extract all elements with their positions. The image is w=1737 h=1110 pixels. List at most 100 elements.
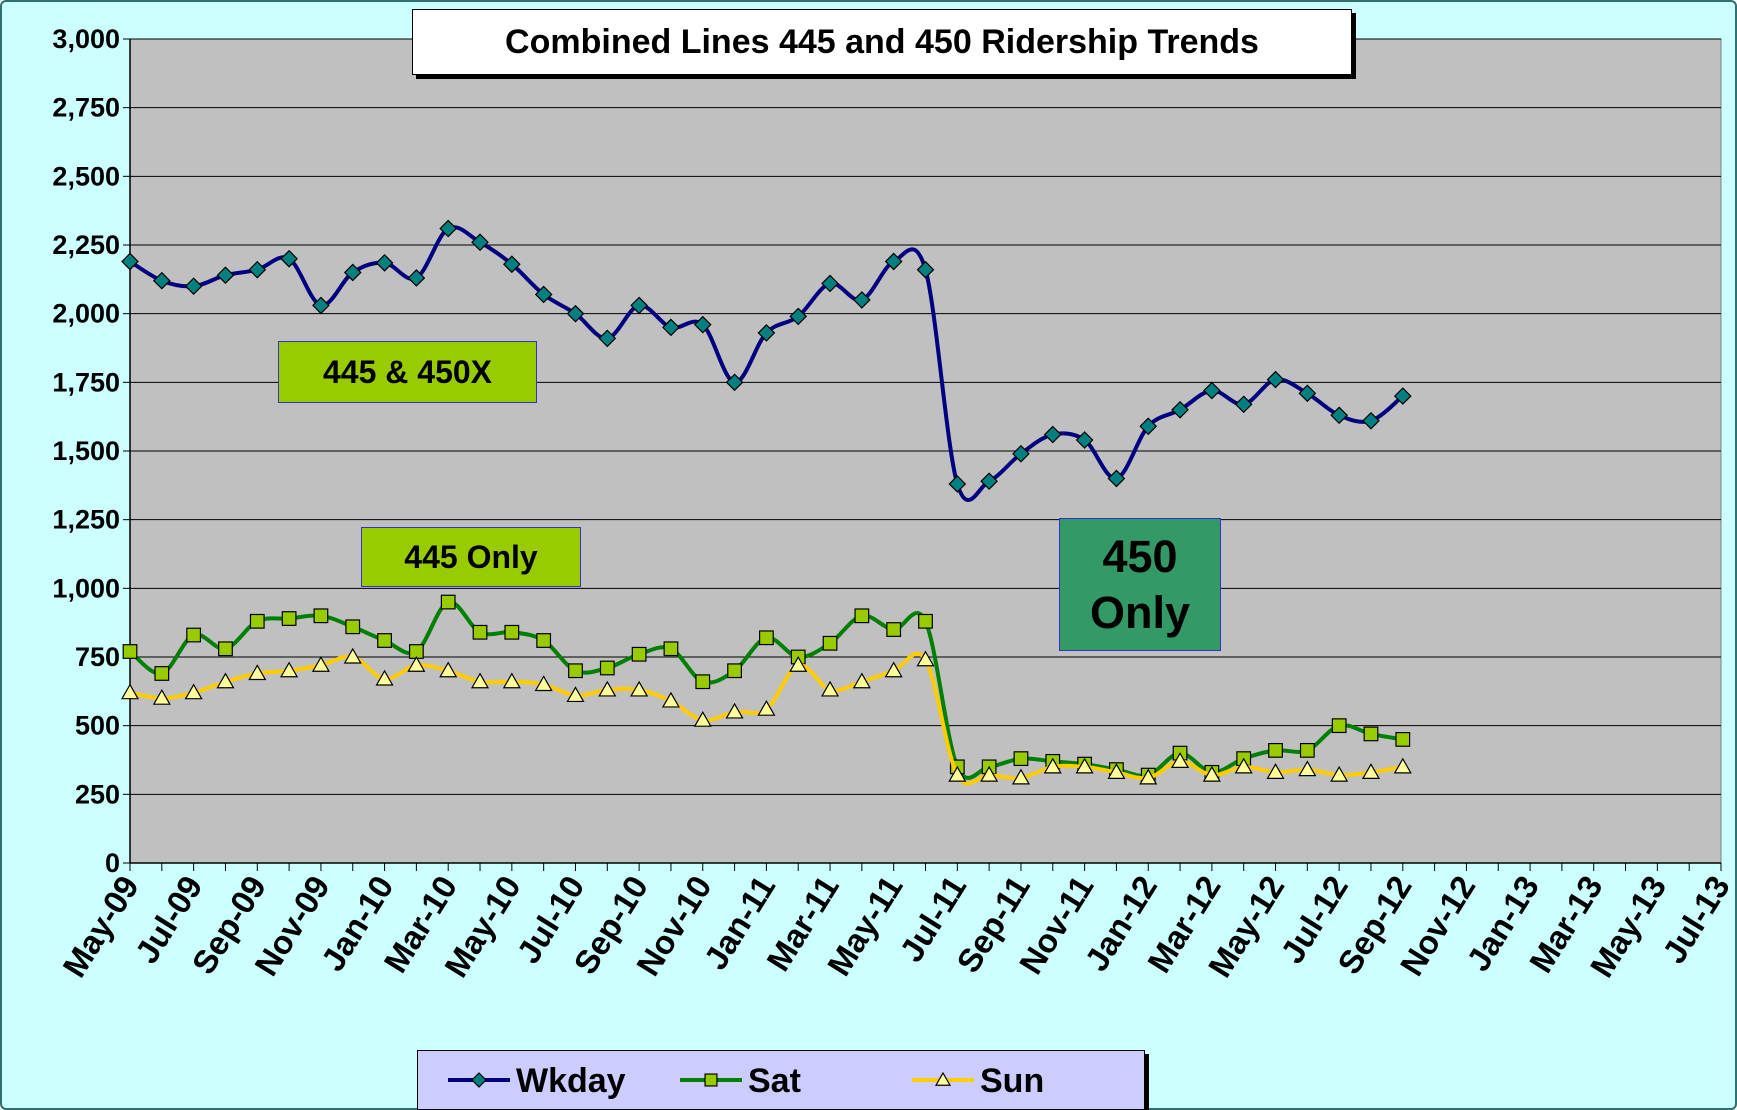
marker bbox=[1202, 765, 1221, 782]
marker bbox=[821, 680, 840, 697]
marker bbox=[1107, 763, 1126, 779]
x-tick-label: May-09 bbox=[55, 869, 146, 983]
marker bbox=[822, 635, 838, 651]
legend-marker bbox=[934, 1071, 952, 1086]
marker bbox=[122, 644, 138, 659]
marker bbox=[758, 630, 774, 646]
marker bbox=[980, 765, 999, 782]
y-tick-label: 750 bbox=[75, 642, 120, 672]
marker bbox=[249, 613, 265, 629]
marker bbox=[407, 656, 426, 672]
y-tick-label: 2,500 bbox=[52, 161, 120, 191]
marker bbox=[918, 613, 933, 629]
marker bbox=[1043, 425, 1062, 444]
marker bbox=[727, 663, 742, 679]
marker bbox=[1234, 757, 1253, 774]
marker bbox=[663, 641, 679, 657]
marker bbox=[1139, 768, 1158, 785]
legend-marker bbox=[471, 1072, 487, 1088]
marker bbox=[502, 255, 521, 274]
marker bbox=[280, 661, 299, 678]
marker bbox=[152, 271, 171, 290]
marker bbox=[154, 666, 170, 681]
y-tick-label: 500 bbox=[75, 711, 120, 741]
marker bbox=[598, 329, 617, 348]
marker bbox=[1012, 444, 1030, 463]
marker bbox=[821, 274, 839, 293]
marker bbox=[916, 260, 935, 279]
marker bbox=[534, 285, 553, 304]
annotation: 450 Only bbox=[1059, 518, 1221, 651]
marker bbox=[377, 633, 392, 648]
marker bbox=[757, 699, 776, 716]
marker bbox=[184, 277, 203, 296]
marker bbox=[1363, 726, 1379, 742]
marker bbox=[407, 269, 426, 287]
marker bbox=[1075, 431, 1094, 449]
marker bbox=[281, 611, 297, 626]
y-tick-label: 1,250 bbox=[52, 505, 120, 535]
marker bbox=[1395, 731, 1411, 747]
marker bbox=[280, 249, 298, 268]
marker bbox=[980, 472, 998, 491]
legend-items: Wkday Sat Sun bbox=[448, 1062, 1044, 1100]
marker bbox=[470, 672, 490, 689]
marker bbox=[534, 675, 553, 692]
marker bbox=[1330, 765, 1349, 782]
marker bbox=[1011, 768, 1030, 785]
annotation: 445 Only bbox=[361, 527, 581, 587]
marker bbox=[1139, 417, 1158, 436]
marker bbox=[1331, 718, 1347, 734]
marker bbox=[440, 594, 456, 610]
marker bbox=[216, 266, 235, 285]
marker bbox=[152, 688, 171, 705]
marker bbox=[661, 691, 680, 708]
marker bbox=[948, 765, 967, 782]
marker bbox=[1330, 406, 1349, 425]
marker bbox=[1299, 742, 1315, 758]
marker bbox=[757, 324, 776, 342]
y-tick-label: 2,750 bbox=[52, 93, 120, 123]
marker bbox=[471, 233, 489, 252]
marker bbox=[472, 624, 488, 640]
marker bbox=[184, 683, 203, 700]
marker bbox=[375, 669, 394, 686]
x-tick-label: Jul-13 bbox=[1655, 869, 1737, 969]
marker bbox=[566, 686, 585, 703]
legend-label: Sat bbox=[748, 1062, 801, 1100]
marker bbox=[121, 252, 139, 271]
marker bbox=[695, 674, 711, 690]
marker bbox=[248, 260, 267, 279]
marker bbox=[1268, 742, 1283, 758]
marker bbox=[693, 710, 712, 727]
marker bbox=[345, 619, 361, 635]
marker bbox=[120, 683, 140, 700]
marker bbox=[1013, 751, 1029, 767]
legend-marker bbox=[704, 1073, 718, 1087]
legend: Wkday Sat Sun bbox=[417, 1050, 1145, 1110]
marker bbox=[1393, 387, 1412, 405]
marker bbox=[852, 672, 871, 689]
marker bbox=[1298, 760, 1317, 777]
marker bbox=[504, 624, 520, 640]
marker bbox=[439, 219, 458, 238]
marker bbox=[884, 252, 903, 271]
marker bbox=[312, 296, 330, 315]
marker bbox=[884, 661, 903, 678]
marker bbox=[343, 647, 362, 664]
marker bbox=[789, 307, 808, 326]
marker bbox=[1266, 370, 1285, 389]
marker bbox=[853, 291, 871, 309]
marker bbox=[886, 622, 902, 637]
marker bbox=[218, 641, 233, 657]
marker bbox=[566, 304, 585, 323]
marker bbox=[1171, 752, 1190, 768]
marker bbox=[536, 633, 552, 648]
marker bbox=[725, 373, 744, 392]
marker bbox=[854, 608, 870, 624]
marker bbox=[186, 627, 202, 643]
marker bbox=[1393, 757, 1412, 774]
annotation: 445 & 450X bbox=[278, 341, 537, 403]
marker bbox=[693, 315, 712, 334]
